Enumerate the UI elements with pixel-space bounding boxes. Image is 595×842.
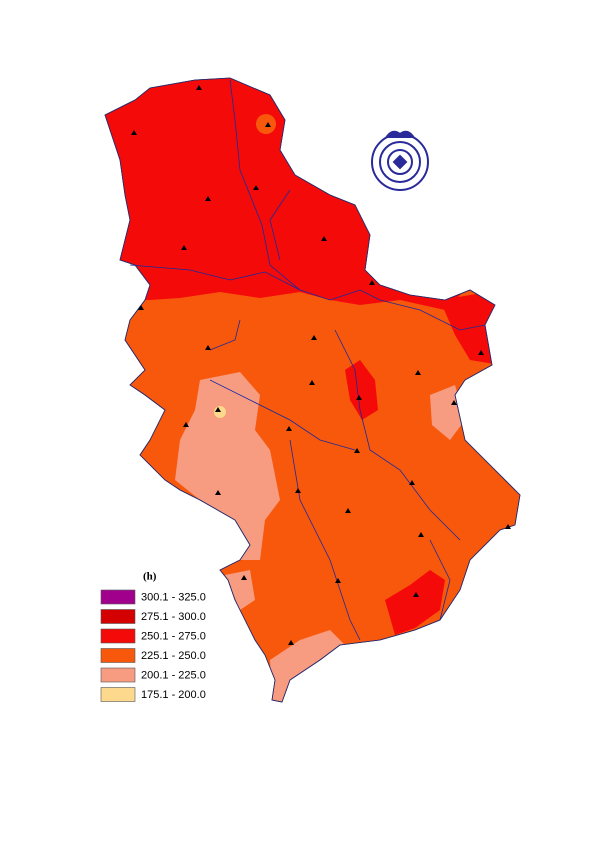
region-spot: [256, 114, 276, 134]
region-east: [440, 290, 500, 365]
region-center: [345, 360, 378, 420]
legend-swatch: [100, 589, 136, 605]
legend-label: 300.1 - 325.0: [141, 591, 206, 603]
region-north: [105, 78, 520, 310]
legend-label: 275.1 - 300.0: [141, 611, 206, 623]
legend-label: 200.1 - 225.0: [141, 669, 206, 681]
legend-swatch: [100, 609, 136, 624]
rivers: [129, 79, 486, 641]
legend-swatch: [100, 687, 136, 702]
legend-swatch: [100, 648, 136, 663]
region-south: [385, 570, 445, 635]
region-west: [175, 372, 280, 560]
legend-title: (h): [143, 571, 157, 583]
legend-label: 175.1 - 200.0: [141, 689, 206, 701]
legend-swatch: [100, 667, 136, 683]
region-southwest-low: [225, 570, 255, 610]
legend-swatch: [100, 628, 136, 644]
legend-label: 225.1 - 250.0: [141, 650, 206, 662]
logo: [371, 130, 429, 191]
stations: [131, 85, 511, 645]
legend: 300.1 - 325.0 275.1 - 300.0 250.1 - 275.0 2…: [100, 589, 206, 702]
legend-label: 250.1 - 275.0: [141, 630, 206, 642]
country-border: [104, 77, 521, 703]
